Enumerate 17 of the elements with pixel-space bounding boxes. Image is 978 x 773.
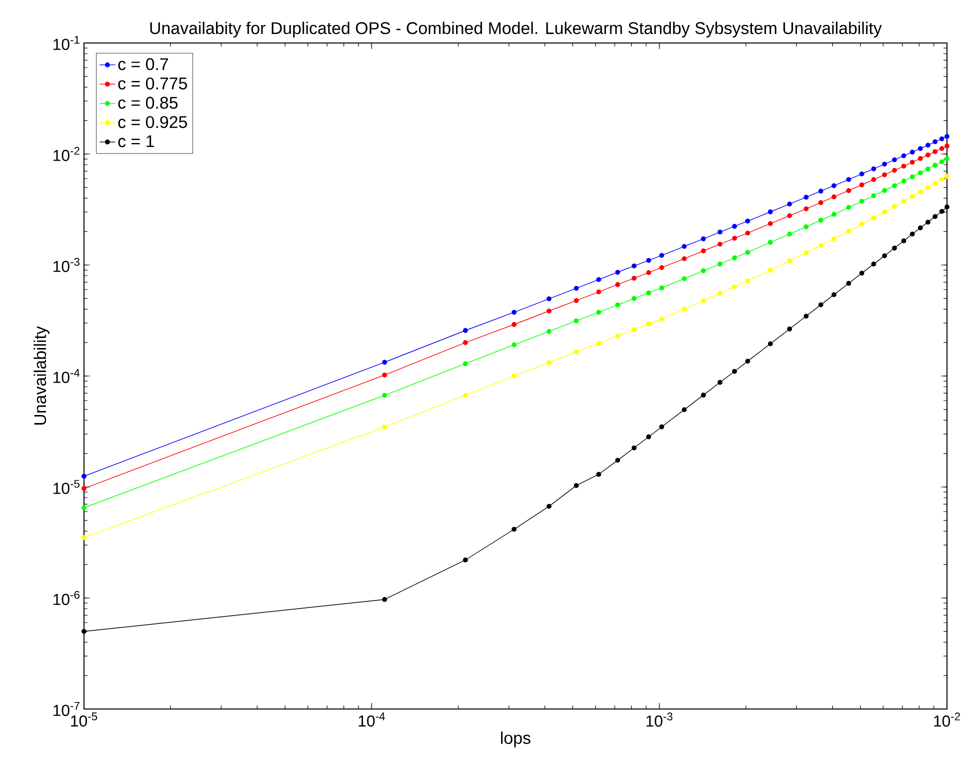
y-tick-label: 10$^{-2}$ [54,146,80,162]
x-tick-label: 10$^{-2}$ [934,712,960,727]
legend-label: c = 1 [118,135,154,148]
x-axis-title: lops [501,732,530,748]
y-axis-title: Unavailability [34,326,50,425]
y-tick-label: 10$^{-1}$ [54,36,80,50]
x-tick-label: 10$^{-4}$ [358,712,385,727]
y-tick-label: 10$^{-3}$ [54,258,80,272]
chart-title: Unavailabity for Duplicated OPS - Combined Model. Lukewarm Standby Sybsystem Unavailability [150,22,882,38]
y-tick-label: 10$^{-5}$ [54,480,80,494]
legend-label: c = 0.925 [118,116,187,128]
legend-label: c = 0.85 [118,96,178,109]
legend-label: c = 0.7 [118,58,168,70]
legend-label: c = 0.775 [118,77,187,90]
x-tick-label: 10$^{-3}$ [646,712,672,727]
y-tick-label: 10$^{-4}$ [54,368,80,384]
y-tick-label: 10$^{-6}$ [54,590,80,606]
